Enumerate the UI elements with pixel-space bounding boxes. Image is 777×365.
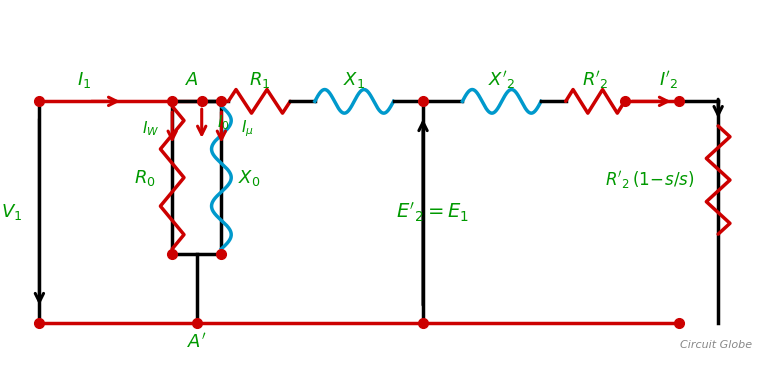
Text: $A'$: $A'$ xyxy=(187,333,207,352)
Text: $X'_2$: $X'_2$ xyxy=(488,69,515,91)
Text: $I_\mu$: $I_\mu$ xyxy=(241,119,253,139)
Text: $V_1$: $V_1$ xyxy=(2,202,23,222)
Text: $X_0$: $X_0$ xyxy=(238,168,260,188)
Text: $X_1$: $X_1$ xyxy=(343,70,365,90)
Text: Circuit Globe: Circuit Globe xyxy=(681,340,753,350)
Text: $R'_2$: $R'_2$ xyxy=(582,69,608,91)
Text: $R_0$: $R_0$ xyxy=(134,168,155,188)
Text: $I_0$: $I_0$ xyxy=(217,114,230,132)
Text: $I_1$: $I_1$ xyxy=(77,70,91,90)
Text: $R_1$: $R_1$ xyxy=(249,70,270,90)
Text: $E'_2 = E_1$: $E'_2 = E_1$ xyxy=(396,200,469,224)
Text: $I'_2$: $I'_2$ xyxy=(659,69,678,91)
Text: $A$: $A$ xyxy=(185,71,199,89)
Text: $R'_2\,(1\!-\!s/s)$: $R'_2\,(1\!-\!s/s)$ xyxy=(605,169,694,191)
Text: $I_W$: $I_W$ xyxy=(142,120,159,138)
